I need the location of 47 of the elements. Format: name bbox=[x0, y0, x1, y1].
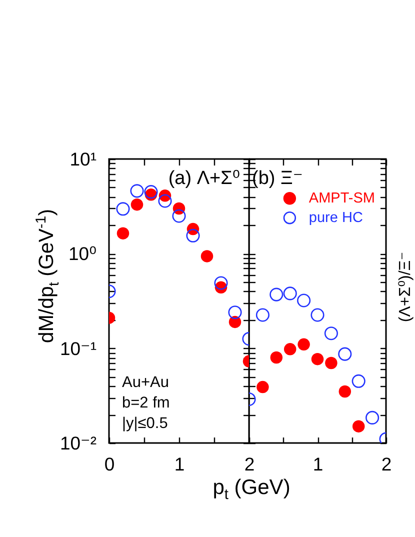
x-tick-label: 0 bbox=[104, 454, 115, 474]
text: (Λ+Σ⁰)/Ξ⁻ bbox=[397, 252, 414, 322]
point bbox=[298, 338, 310, 351]
point bbox=[214, 276, 228, 290]
point bbox=[297, 294, 311, 308]
point bbox=[116, 227, 130, 240]
y-tick-label: 10⁻² bbox=[60, 432, 96, 454]
point bbox=[228, 306, 242, 320]
point bbox=[270, 288, 284, 302]
point bbox=[130, 198, 144, 211]
legend-label: pure HC bbox=[308, 210, 363, 226]
point bbox=[144, 185, 158, 199]
point bbox=[366, 410, 380, 424]
point bbox=[228, 316, 242, 328]
legend-label: AMPT-SM bbox=[308, 190, 375, 206]
point bbox=[158, 194, 172, 208]
point bbox=[284, 343, 296, 356]
point bbox=[130, 184, 144, 198]
point bbox=[325, 356, 338, 370]
point bbox=[283, 286, 297, 300]
point bbox=[270, 351, 283, 364]
point bbox=[200, 250, 214, 262]
point bbox=[311, 352, 324, 366]
y-tick-label: 10¹ bbox=[70, 148, 96, 170]
annotation: Au+Au bbox=[122, 374, 169, 391]
point bbox=[338, 347, 352, 361]
x-tick-label: 1 bbox=[312, 454, 324, 474]
y-tick-label: 10⁻¹ bbox=[60, 338, 96, 359]
y-tick-label: 10⁰ bbox=[68, 243, 96, 264]
point bbox=[310, 308, 324, 322]
point bbox=[324, 326, 338, 340]
annotation: |y|≤0.5 bbox=[122, 415, 168, 432]
x-tick-label: 2 bbox=[244, 454, 255, 474]
chart-title: (a) Λ+Σ⁰ bbox=[168, 168, 240, 189]
chart-title: (b) Ξ⁻ bbox=[252, 168, 303, 189]
point bbox=[172, 209, 186, 223]
point bbox=[256, 380, 269, 394]
annotation: b=2 fm bbox=[122, 394, 170, 412]
x-tick-label: 2 bbox=[381, 454, 392, 474]
x-axis-title: p$_{t}$ (GeV) bbox=[212, 476, 290, 504]
point bbox=[256, 308, 270, 322]
point bbox=[116, 202, 130, 216]
point bbox=[338, 385, 352, 398]
point bbox=[352, 420, 365, 432]
point bbox=[186, 228, 200, 242]
point bbox=[352, 374, 366, 388]
x-tick-label: 1 bbox=[174, 454, 185, 474]
